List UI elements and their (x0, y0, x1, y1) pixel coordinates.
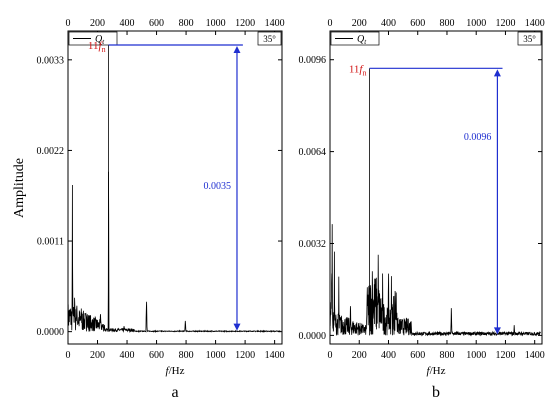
x-tick-label: 1200 (495, 350, 515, 361)
y-tick-label: 0.0064 (299, 147, 327, 158)
x-tick-label-top: 1200 (495, 18, 515, 29)
x-tick-label: 0 (328, 350, 333, 361)
x-tick-label-top: 200 (90, 18, 105, 29)
legend-text: Qt (95, 34, 105, 46)
x-tick-label: 400 (381, 350, 396, 361)
x-tick-label-top: 400 (120, 18, 135, 29)
annotation-arrow-head-up (233, 46, 241, 54)
x-tick-label-top: 1400 (525, 18, 545, 29)
x-tick-label: 600 (410, 350, 425, 361)
x-tick-label: 600 (149, 350, 164, 361)
angle-box (517, 31, 542, 46)
angle-label: 35° (523, 34, 536, 44)
annotation-arrow-head-down (233, 323, 241, 331)
chart-panel-a: 0 0 200 200 400 400 600 600 800 800 1000 1000 1200 12… (37, 18, 285, 401)
plot-frame (67, 30, 283, 345)
x-tick-label-top: 200 (352, 18, 367, 29)
legend-box (330, 31, 380, 46)
y-tick-label: 0.0000 (37, 327, 65, 338)
y-tick-label: 0.0096 (299, 55, 327, 66)
x-tick-label: 800 (439, 350, 454, 361)
x-tick-label-top: 1000 (466, 18, 486, 29)
annotation-arrow-head-down (493, 327, 501, 335)
y-tick-label: 0.0011 (37, 237, 64, 248)
panel-label: a (171, 384, 178, 401)
series-line (329, 224, 541, 337)
x-tick-label: 1400 (265, 350, 285, 361)
x-tick-label-top: 600 (410, 18, 425, 29)
x-tick-label: 400 (120, 350, 135, 361)
x-tick-label: 0 (66, 350, 71, 361)
x-tick-label: 1000 (206, 350, 226, 361)
annotation-value-label: 0.0096 (464, 132, 492, 143)
annotation-arrow-head-up (493, 69, 501, 77)
legend-text: Qt (357, 34, 367, 46)
x-tick-label: 200 (352, 350, 367, 361)
series-line (67, 171, 281, 334)
x-tick-label: 1000 (466, 350, 486, 361)
legend-box (68, 31, 118, 46)
chart-panel-b: 0 0 200 200 400 400 600 600 800 800 1000 1000 1200 12… (299, 18, 545, 401)
angle-box (257, 31, 282, 46)
y-tick-label: 0.0033 (37, 55, 65, 66)
x-tick-label-top: 800 (439, 18, 454, 29)
x-tick-label: 1400 (525, 350, 545, 361)
harmonic-label: 11fn (88, 40, 106, 54)
x-tick-label-top: 1400 (265, 18, 285, 29)
plot-frame (329, 30, 543, 345)
x-axis-label: f/Hz (427, 365, 446, 377)
x-axis-label: f/Hz (166, 365, 185, 377)
x-tick-label-top: 600 (149, 18, 164, 29)
panel-label: b (432, 384, 440, 401)
y-tick-label: 0.0022 (37, 146, 65, 157)
x-tick-label-top: 0 (328, 18, 333, 29)
x-tick-label-top: 800 (179, 18, 194, 29)
x-tick-label: 1200 (235, 350, 255, 361)
x-tick-label-top: 1000 (206, 18, 226, 29)
angle-label: 35° (263, 34, 276, 44)
y-tick-label: 0.0032 (299, 239, 327, 250)
x-tick-label-top: 0 (66, 18, 71, 29)
x-tick-label-top: 1200 (235, 18, 255, 29)
x-tick-label: 800 (179, 350, 194, 361)
harmonic-label: 11fn (349, 63, 367, 77)
x-tick-label-top: 400 (381, 18, 396, 29)
x-tick-label: 200 (90, 350, 105, 361)
y-tick-label: 0.0000 (299, 331, 327, 342)
annotation-value-label: 0.0035 (203, 181, 231, 192)
